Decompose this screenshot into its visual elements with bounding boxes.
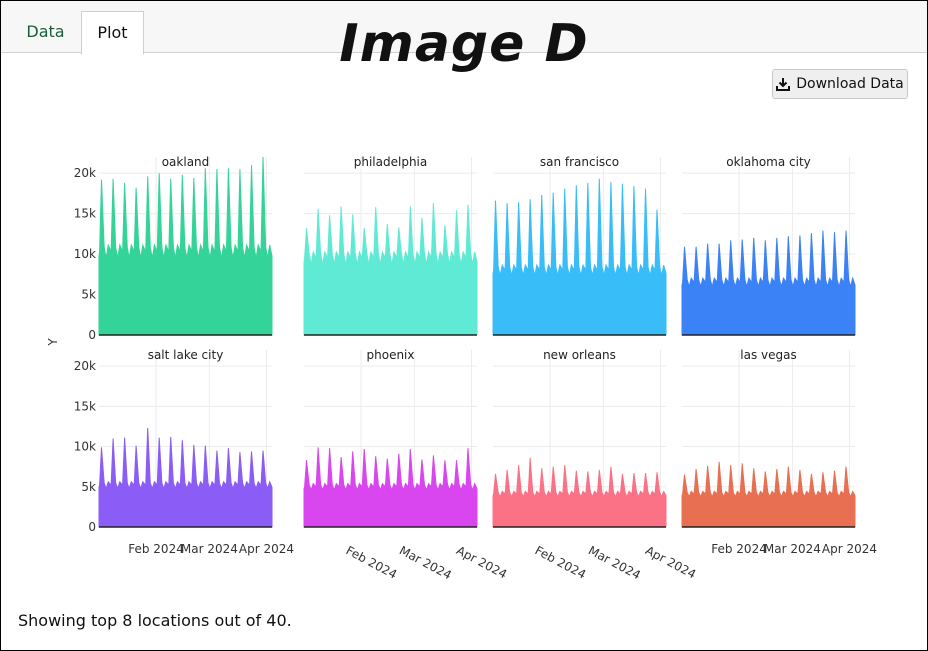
x-tick-label: Apr 2024	[454, 543, 509, 581]
y-tick-label: 0	[88, 520, 96, 534]
panel-title: salt lake city	[148, 348, 224, 362]
tab-bar: Data Plot	[1, 1, 927, 55]
download-data-button[interactable]: Download Data	[772, 69, 908, 99]
x-tick-label: Feb 2024	[128, 542, 184, 556]
y-tick-label: 5k	[81, 480, 96, 494]
tab-plot[interactable]: Plot	[81, 11, 144, 55]
download-data-label: Download Data	[796, 76, 904, 92]
area-series-philadelphia	[303, 203, 478, 336]
y-axis-label: Y	[46, 338, 60, 347]
x-tick-label: Feb 2024	[533, 543, 589, 581]
area-series-phoenix	[303, 447, 478, 528]
y-tick-label: 10k	[74, 247, 96, 261]
x-tick-label: Feb 2024	[711, 542, 767, 556]
area-series-oakland	[98, 156, 273, 336]
x-tick-label: Apr 2024	[239, 542, 294, 556]
y-tick-label: 0	[88, 328, 96, 342]
y-tick-label: 20k	[74, 166, 96, 180]
panel-title: new orleans	[543, 348, 616, 362]
footer-status: Showing top 8 locations out of 40.	[18, 611, 292, 630]
panel-oklahoma-city: oklahoma city	[681, 155, 856, 336]
y-tick-label: 15k	[74, 207, 96, 221]
y-tick-label: 20k	[74, 359, 96, 373]
x-tick-label: Feb 2024	[344, 543, 400, 581]
x-tick-label: Mar 2024	[764, 542, 821, 556]
panel-philadelphia: philadelphia	[303, 155, 478, 336]
panel-title: phoenix	[367, 348, 415, 362]
y-tick-label: 10k	[74, 440, 96, 454]
area-series-salt-lake-city	[98, 427, 273, 528]
panel-title: san francisco	[540, 155, 619, 169]
area-series-las-vegas	[681, 461, 856, 528]
tab-data[interactable]: Data	[26, 22, 65, 41]
panel-title: philadelphia	[354, 155, 428, 169]
image-label: Image D	[339, 14, 589, 74]
x-tick-label: Mar 2024	[397, 543, 454, 582]
x-tick-label: Mar 2024	[181, 542, 238, 556]
area-series-new-orleans	[492, 457, 667, 528]
y-tick-label: 5k	[81, 288, 96, 302]
download-icon	[776, 78, 791, 91]
panel-oakland: oakland 0 5k 10k 15k 20k	[74, 155, 273, 342]
area-series-san-francisco	[492, 178, 667, 336]
panel-title: oklahoma city	[726, 155, 811, 169]
area-series-oklahoma-city	[681, 230, 856, 336]
panel-title: oakland	[162, 155, 210, 169]
y-tick-label: 15k	[74, 399, 96, 413]
x-tick-label: Mar 2024	[586, 543, 643, 582]
x-tick-label: Apr 2024	[643, 543, 698, 581]
panel-title: las vegas	[740, 348, 796, 362]
x-tick-label: Apr 2024	[822, 542, 877, 556]
panel-san-francisco: san francisco	[492, 155, 667, 336]
